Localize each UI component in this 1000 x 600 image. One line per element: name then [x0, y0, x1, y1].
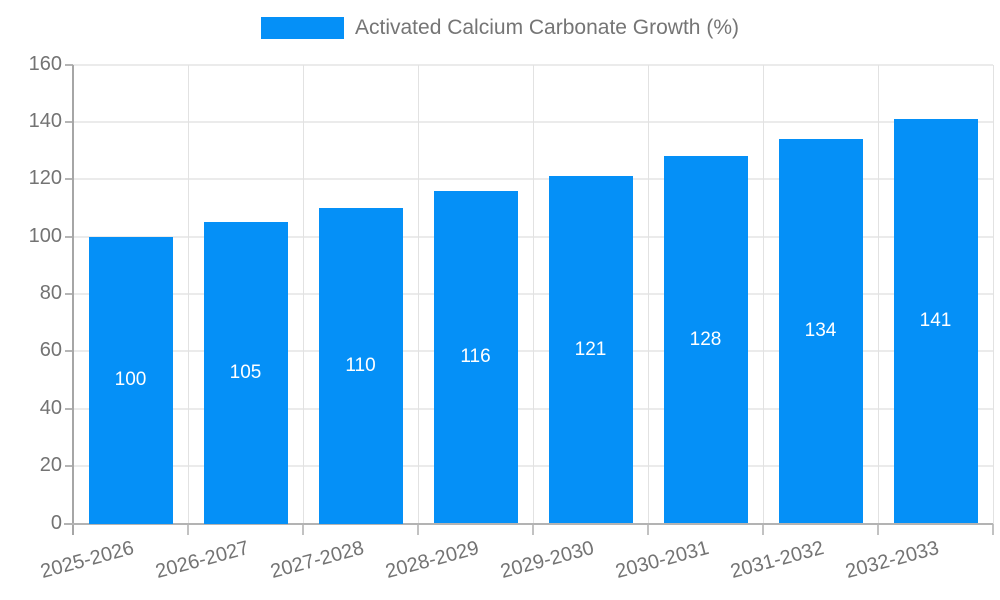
bar[interactable] [663, 156, 748, 524]
x-axis-line [64, 522, 993, 525]
y-axis-tick [65, 63, 73, 66]
bar-value-label: 105 [229, 361, 262, 383]
x-axis-label: 2031-2032 [728, 536, 827, 583]
bar-value-label: 134 [804, 320, 837, 342]
x-axis-tick [532, 523, 534, 535]
x-axis-label: 2027-2028 [268, 536, 367, 583]
y-axis-label: 140 [28, 109, 62, 132]
y-axis-tick [65, 178, 73, 181]
y-axis-label: 0 [50, 511, 62, 534]
x-axis-label: 2029-2030 [498, 536, 597, 583]
gridline-x [417, 64, 419, 524]
bar[interactable] [318, 207, 403, 524]
bar-value-label: 128 [689, 328, 722, 350]
y-axis-tick [65, 350, 73, 353]
bar[interactable] [778, 139, 863, 524]
bar-value-label: 116 [460, 346, 491, 368]
y-axis-label: 80 [39, 282, 62, 305]
x-axis-tick [877, 523, 879, 535]
y-axis-line [72, 64, 74, 535]
x-axis-label: 2026-2027 [153, 536, 252, 583]
x-axis-tick [647, 523, 649, 535]
x-axis-tick [187, 523, 189, 535]
y-axis-label: 20 [39, 454, 62, 477]
bar-value-label: 121 [574, 338, 607, 360]
y-axis-label: 40 [39, 396, 62, 419]
gridline-x [992, 64, 994, 524]
bar[interactable] [88, 236, 173, 524]
bar-value-label: 141 [919, 310, 952, 332]
y-axis-tick [65, 407, 73, 410]
x-axis-tick [302, 523, 304, 535]
legend-swatch [261, 17, 344, 39]
x-axis-tick [992, 523, 994, 535]
y-axis-label: 100 [28, 224, 62, 247]
y-axis-label: 160 [28, 52, 62, 75]
y-axis-label: 60 [39, 339, 62, 362]
y-axis-tick [65, 293, 73, 295]
y-axis-label: 120 [28, 167, 62, 190]
x-axis-tick [762, 523, 764, 535]
gridline-x [187, 64, 189, 524]
y-axis-tick [65, 235, 73, 238]
x-axis-label: 2028-2029 [383, 536, 482, 583]
gridline-x [302, 64, 304, 524]
bar[interactable] [548, 176, 633, 524]
x-axis-label: 2032-2033 [843, 536, 942, 583]
gridline-x [532, 64, 534, 524]
gridline-x [647, 64, 649, 524]
bar[interactable] [203, 222, 288, 524]
gridline-x [762, 64, 764, 524]
bar[interactable] [893, 119, 978, 524]
bar-value-label: 100 [114, 369, 147, 391]
x-axis-label: 2030-2031 [613, 536, 712, 583]
legend[interactable]: Activated Calcium Carbonate Growth (%) [0, 16, 1000, 40]
bar-value-label: 110 [345, 354, 376, 376]
x-axis-label: 2025-2026 [38, 536, 137, 583]
y-axis-tick [65, 465, 73, 468]
legend-label: Activated Calcium Carbonate Growth (%) [355, 16, 739, 39]
y-axis-tick [65, 120, 73, 123]
gridline-x [877, 64, 879, 524]
x-axis-tick [417, 523, 419, 535]
bar[interactable] [433, 190, 518, 524]
